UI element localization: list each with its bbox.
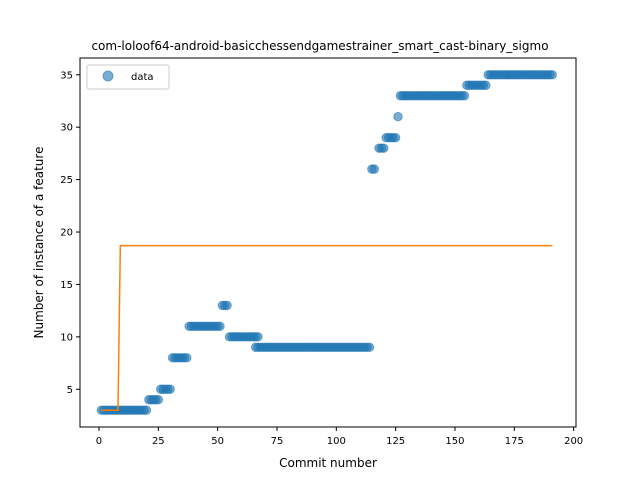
plot-area [96,70,557,415]
x-tick-label: 0 [96,436,102,447]
y-tick-label: 35 [60,70,73,81]
axes-frame [79,57,577,428]
x-tick-label: 200 [564,436,583,447]
data-point [393,112,403,122]
data-point [379,143,389,153]
data-point [459,91,470,101]
data-point [165,384,175,394]
x-tick-label: 100 [327,436,346,447]
y-tick-label: 15 [60,280,73,291]
x-tick-label: 150 [445,436,464,447]
legend-data-label: data [131,72,154,83]
data-point [222,300,232,311]
data-point [141,405,152,415]
x-tick-label: 75 [271,436,284,447]
data-point [547,70,557,80]
y-tick-label: 5 [67,385,73,396]
chart-title: com-loloof64-android-basicchessendgamest… [91,39,548,53]
data-point [390,132,401,143]
y-tick-label: 25 [60,175,73,186]
legend-box [86,64,170,90]
x-tick-label: 25 [152,436,165,447]
y-tick-label: 30 [60,123,73,134]
y-axis-label: Number of instance of a feature [32,147,46,339]
data-point [182,353,192,363]
x-axis-label: Commit number [279,456,377,470]
y-tick-label: 20 [60,228,73,239]
y-tick-label: 10 [60,332,73,343]
fit-line [101,244,553,411]
data-point [153,395,164,405]
x-tick-label: 50 [211,436,224,447]
data-point [481,80,491,90]
legend: data [86,64,170,90]
legend-data-marker [102,70,114,82]
axis-ticks: 0 25 50 75 100 125 150 175 200 5 10 15 20 25 30 35 [60,70,583,447]
x-tick-label: 125 [386,436,405,447]
x-tick-label: 175 [505,436,524,447]
data-point [364,342,375,353]
data-point [253,332,263,342]
data-point [369,164,379,174]
data-point [215,321,225,332]
